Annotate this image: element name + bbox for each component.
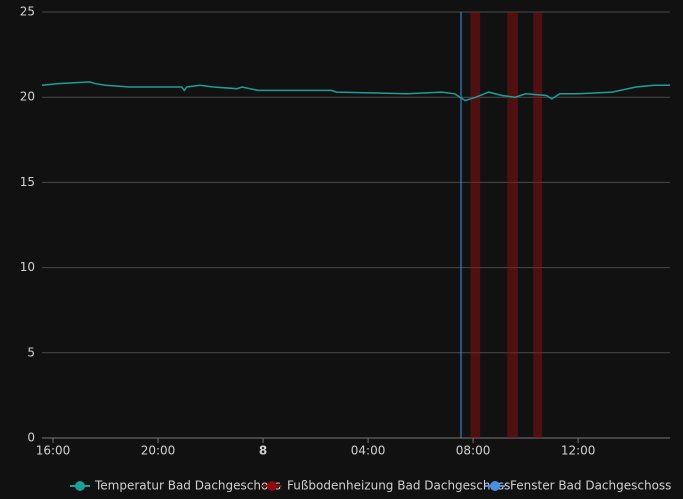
x-tick-label: 8 [259, 444, 267, 458]
state-band [533, 12, 543, 438]
line [41, 81, 670, 102]
state-band [470, 12, 481, 438]
y-tick-label: 15 [20, 175, 35, 189]
y-tick-label: 5 [27, 345, 35, 359]
x-tick-label: 20:00 [141, 444, 176, 458]
y-tick-label: 0 [27, 431, 35, 445]
state-band [459, 12, 463, 438]
x-tick-label: 08:00 [456, 444, 491, 458]
legend-marker [267, 481, 277, 491]
legend-label: Fußbodenheizung Bad Dachgeschoss [287, 479, 510, 493]
legend-marker [490, 481, 500, 491]
x-tick-label: 12:00 [561, 444, 596, 458]
x-tick-label: 04:00 [351, 444, 386, 458]
x-tick-label: 16:00 [36, 444, 71, 458]
legend-marker [75, 481, 85, 491]
y-tick-label: 25 [20, 5, 35, 19]
state-band [507, 12, 518, 438]
legend-label: Temperatur Bad Dachgeschoss [94, 479, 281, 493]
legend-label: Fenster Bad Dachgeschoss [510, 479, 671, 493]
y-tick-label: 20 [20, 90, 35, 104]
y-tick-label: 10 [20, 260, 35, 274]
